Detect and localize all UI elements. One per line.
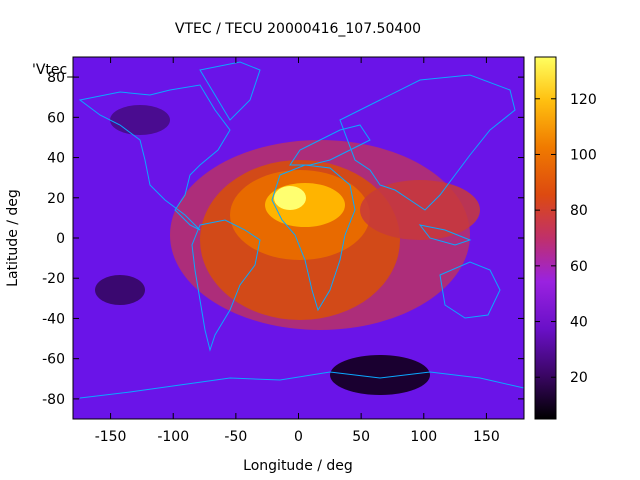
- colorbar-tick-label: 40: [570, 315, 588, 331]
- y-axis-label: Latitude / deg: [5, 189, 21, 287]
- colorbar-tick-label: 60: [570, 259, 588, 275]
- colorbar-ticks: 20 40 60 80 100 120: [535, 92, 597, 386]
- heatmap-region-dark-antarctic: [330, 355, 430, 395]
- y-tick-label: 40: [47, 151, 65, 167]
- y-tick-label: -20: [42, 271, 65, 287]
- coast-south-america: [191, 219, 261, 352]
- coastlines: [78, 61, 524, 399]
- x-tick-label: 150: [473, 429, 500, 445]
- coast-se-asia: [418, 224, 472, 246]
- colorbar-tick-label: 100: [570, 147, 597, 163]
- y-tick-label: 20: [47, 191, 65, 207]
- heatmap-region-peak: [274, 186, 306, 210]
- colorbar: 20 40 60 80 100 120: [534, 56, 597, 420]
- heatmap-region-yellow: [265, 183, 345, 227]
- coast-greenland: [199, 61, 261, 121]
- coast-europe: [289, 124, 371, 166]
- chart-title: VTEC / TECU 20000416_107.50400: [175, 21, 421, 37]
- coast-australia: [439, 261, 501, 319]
- x-tick-label: 50: [352, 429, 370, 445]
- y-tick-label: 0: [56, 231, 65, 247]
- heatmap-region-orange-east: [360, 180, 480, 240]
- x-tick-label: -150: [95, 429, 127, 445]
- x-tick-label: 0: [294, 429, 303, 445]
- x-tick-label: 100: [410, 429, 437, 445]
- y-tick-label: 60: [47, 110, 65, 126]
- heatmap-region-dark-pacific: [95, 275, 145, 305]
- x-ticks: -150 -100 -50 0 50 100 150: [95, 57, 500, 445]
- y-tick-label: -40: [42, 311, 65, 327]
- coast-antarctica: [79, 371, 524, 399]
- heatmap-region-dark-north: [110, 105, 170, 135]
- colorbar-tick-label: 80: [570, 203, 588, 219]
- colorbar-tick-label: 20: [570, 370, 588, 386]
- colorbar-tick-label: 120: [570, 92, 597, 108]
- coast-africa: [271, 164, 356, 312]
- x-axis-label: Longitude / deg: [243, 458, 353, 474]
- plot-area: [73, 57, 524, 419]
- y-tick-label: -80: [42, 392, 65, 408]
- legend-label: 'Vtec_: [32, 62, 75, 78]
- y-tick-label: 80: [47, 70, 65, 86]
- x-tick-label: -50: [224, 429, 247, 445]
- x-tick-label: -100: [157, 429, 189, 445]
- coast-asia: [339, 74, 516, 211]
- colorbar-gradient: [534, 56, 557, 420]
- coast-north-america: [78, 84, 231, 231]
- y-ticks: -80 -60 -40 -20 0 20 40 60 80: [42, 70, 524, 408]
- y-tick-label: -60: [42, 352, 65, 368]
